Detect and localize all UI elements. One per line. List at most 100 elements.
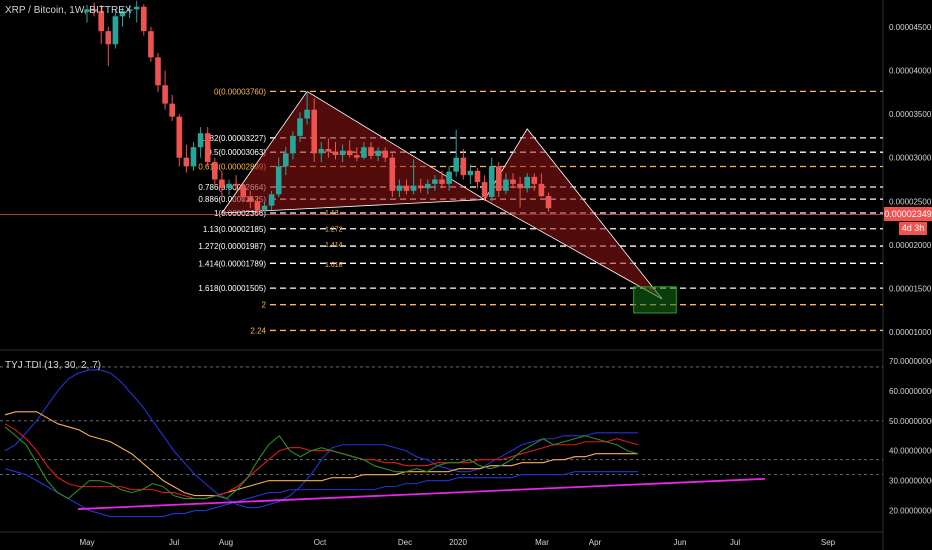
candle: [233, 175, 239, 191]
candle: [176, 114, 183, 167]
candle: [446, 166, 452, 191]
price-tick-label: 0.00003500: [889, 110, 932, 119]
candle: [112, 9, 119, 49]
price-tick-label: 0.00002000: [889, 241, 932, 250]
candle: [503, 173, 509, 195]
candle: [545, 192, 552, 212]
candle: [332, 141, 339, 160]
indicator-tick-label: 30.00000000: [889, 477, 932, 486]
candle-body: [503, 179, 509, 191]
candle-body: [268, 194, 275, 206]
time-tick-label: May: [79, 538, 94, 547]
indicator-tick-label: 40.00000000: [889, 447, 932, 456]
candle-body: [425, 183, 431, 189]
candle-body: [233, 183, 239, 186]
candle: [254, 196, 261, 215]
candle: [453, 129, 459, 177]
indicator-series-line: [4, 369, 638, 509]
bar-countdown-tag: 4d 3h: [899, 222, 927, 235]
candle-body: [84, 9, 90, 12]
price-tick-label: 0.00001500: [889, 285, 932, 294]
candle-body: [169, 103, 175, 117]
candle: [169, 94, 175, 122]
candle-body: [283, 153, 289, 167]
candle: [538, 173, 545, 197]
candle-body: [531, 176, 538, 184]
candle: [212, 157, 218, 186]
candle-body: [212, 162, 218, 180]
candle: [354, 147, 360, 162]
candle: [247, 190, 254, 209]
candle: [524, 173, 530, 193]
candle: [488, 157, 495, 202]
indicator-series-line: [4, 468, 638, 518]
candle-body: [382, 150, 388, 158]
candle-body: [204, 133, 211, 163]
candle-body: [247, 196, 254, 202]
candle: [240, 183, 246, 202]
indicator-series-line: [4, 423, 639, 500]
candle-body: [403, 185, 410, 191]
candle: [290, 131, 296, 160]
candle: [219, 170, 225, 197]
candle-body: [91, 9, 97, 12]
candle: [91, 2, 97, 17]
candle: [297, 112, 303, 142]
candle-body: [474, 170, 481, 183]
indicator-series-line: [77, 477, 766, 510]
candle: [396, 179, 403, 197]
candle-body: [361, 147, 367, 158]
candle: [148, 26, 154, 62]
candle: [510, 173, 516, 189]
candle-body: [126, 9, 133, 12]
candle-body: [275, 166, 282, 195]
time-tick-label: 2020: [449, 538, 467, 547]
candle-body: [332, 151, 339, 156]
candle-body: [325, 148, 332, 152]
candle: [304, 91, 310, 125]
candle: [261, 201, 268, 214]
candle-body: [190, 147, 197, 167]
candle: [162, 70, 168, 110]
candle: [197, 127, 204, 158]
candle: [98, 5, 104, 45]
indicator-tick-label: 50.00000000: [889, 417, 932, 426]
fib-level-label: 0.382(0.00003227): [198, 134, 266, 143]
candle-body: [396, 185, 403, 191]
indicator-series-line: [4, 426, 639, 500]
fib-level-label: 1.13(0.00002185): [203, 225, 267, 234]
price-tick-label: 0.00004000: [889, 66, 932, 75]
fib-level-label: 0.618(0.00002899): [198, 162, 266, 171]
candle-body: [119, 11, 126, 17]
candle: [268, 190, 275, 211]
candle: [105, 26, 112, 67]
candle-body: [112, 16, 119, 45]
candle: [417, 178, 424, 193]
harmonic-pattern: [221, 90, 677, 314]
candle: [204, 127, 211, 167]
fib-level-label: 2.24: [250, 326, 266, 335]
candle-body: [339, 150, 346, 156]
fib-level-label: 0(0.00003760): [214, 87, 266, 96]
target-zone-box: [633, 286, 677, 314]
candle-body: [524, 176, 530, 189]
candle-body: [453, 157, 459, 172]
candle: [133, 0, 140, 23]
candle-body: [410, 185, 417, 191]
candle-body: [155, 57, 161, 86]
candle: [389, 153, 396, 197]
candle-body: [254, 201, 261, 211]
candle: [141, 4, 147, 36]
time-tick-label: Aug: [219, 538, 233, 547]
candle: [496, 162, 502, 197]
candle: [368, 141, 374, 160]
time-tick-label: Mar: [535, 538, 549, 547]
candle-body: [354, 155, 360, 158]
candle-body: [538, 183, 545, 197]
candle-body: [304, 109, 310, 119]
indicator-tick-label: 70.00000000: [889, 357, 932, 366]
candle-body: [467, 170, 474, 176]
indicator-tick-label: 60.00000000: [889, 387, 932, 396]
candle-body: [219, 179, 225, 189]
time-tick-label: Apr: [589, 538, 602, 547]
